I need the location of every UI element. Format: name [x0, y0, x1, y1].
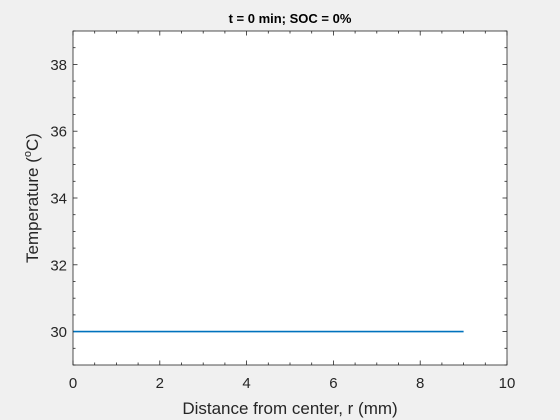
y-axis-label-main: Temperature ( [23, 157, 42, 263]
x-tick-label: 8 [416, 375, 424, 392]
x-tick-label: 10 [499, 375, 516, 392]
y-tick-labels: 30 32 34 36 38 [50, 57, 67, 341]
y-tick-label: 36 [50, 124, 67, 141]
y-axis-label-unit: C) [23, 133, 42, 151]
y-tick-label: 30 [50, 324, 67, 341]
x-tick-labels: 0 2 4 6 8 10 [69, 375, 516, 392]
x-axis-label: Distance from center, r (mm) [182, 399, 397, 418]
x-tick-label: 0 [69, 375, 77, 392]
x-tick-label: 4 [242, 375, 250, 392]
plot-frame [72, 30, 508, 366]
y-axis-label-degree: o [22, 151, 34, 157]
plot-area [73, 31, 507, 365]
y-tick-label: 32 [50, 257, 67, 274]
y-tick-label: 34 [50, 191, 67, 208]
chart-title: t = 0 min; SOC = 0% [229, 11, 352, 26]
x-tick-label: 2 [156, 375, 164, 392]
x-tick-label: 6 [329, 375, 337, 392]
y-tick-label: 38 [50, 57, 67, 74]
y-axis-label: Temperature (oC) [22, 133, 42, 263]
